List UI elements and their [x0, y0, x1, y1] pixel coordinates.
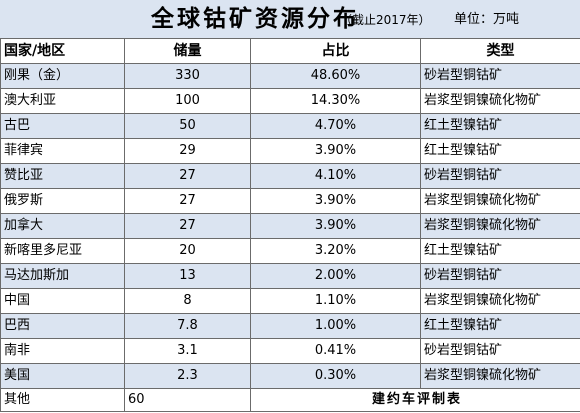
table-row: 菲律宾 29 3.90% 红土型镍钴矿	[0, 138, 580, 164]
cell-type: 岩浆型铜镍硫化物矿	[420, 288, 580, 314]
table-row-other: 其他 60 建约车评制表	[0, 388, 580, 412]
table-row: 俄罗斯 27 3.90% 岩浆型铜镍硫化物矿	[0, 188, 580, 214]
table-row: 刚果（金） 330 48.60% 砂岩型铜钴矿	[0, 63, 580, 89]
header-share: 占比	[250, 38, 421, 64]
table-row: 澳大利亚 100 14.30% 岩浆型铜镍硫化物矿	[0, 88, 580, 114]
cell-country: 南非	[0, 338, 125, 364]
credit-label: 建约车评制表	[250, 388, 580, 412]
cell-reserve: 60	[124, 388, 251, 412]
cell-country: 美国	[0, 363, 125, 389]
cell-reserve: 50	[124, 113, 251, 139]
cell-country: 加拿大	[0, 213, 125, 239]
cell-country: 古巴	[0, 113, 125, 139]
cell-share: 3.90%	[250, 138, 421, 164]
cell-type: 红土型镍钴矿	[420, 238, 580, 264]
cell-reserve: 27	[124, 163, 251, 189]
cell-share: 0.30%	[250, 363, 421, 389]
cell-reserve: 13	[124, 263, 251, 289]
header-row: 国家/地区 储量 占比 类型	[0, 38, 580, 64]
header-type: 类型	[420, 38, 580, 64]
cell-type: 岩浆型铜镍硫化物矿	[420, 213, 580, 239]
cell-share: 1.10%	[250, 288, 421, 314]
table-title: 全球钴矿资源分布	[151, 6, 359, 32]
cell-type: 岩浆型铜镍硫化物矿	[420, 88, 580, 114]
cell-country: 马达加斯加	[0, 263, 125, 289]
cell-country: 巴西	[0, 313, 125, 339]
header-country: 国家/地区	[0, 38, 125, 64]
cell-share: 3.90%	[250, 188, 421, 214]
cell-country: 其他	[0, 388, 125, 412]
cell-reserve: 20	[124, 238, 251, 264]
cell-reserve: 100	[124, 88, 251, 114]
cell-share: 4.10%	[250, 163, 421, 189]
cell-country: 俄罗斯	[0, 188, 125, 214]
table-row: 美国 2.3 0.30% 岩浆型铜镍硫化物矿	[0, 363, 580, 389]
cell-share: 14.30%	[250, 88, 421, 114]
cell-share: 0.41%	[250, 338, 421, 364]
cell-reserve: 7.8	[124, 313, 251, 339]
cell-share: 48.60%	[250, 63, 421, 89]
unit-label: 单位：万吨	[454, 12, 520, 27]
cell-country: 赞比亚	[0, 163, 125, 189]
cell-share: 2.00%	[250, 263, 421, 289]
cell-share: 3.90%	[250, 213, 421, 239]
cell-type: 红土型镍钴矿	[420, 138, 580, 164]
table-row: 新喀里多尼亚 20 3.20% 红土型镍钴矿	[0, 238, 580, 264]
table-row: 中国 8 1.10% 岩浆型铜镍硫化物矿	[0, 288, 580, 314]
cell-type: 红土型镍钴矿	[420, 313, 580, 339]
cell-type: 砂岩型铜钴矿	[420, 263, 580, 289]
cell-type: 砂岩型铜钴矿	[420, 63, 580, 89]
cell-type: 岩浆型铜镍硫化物矿	[420, 188, 580, 214]
cobalt-reserves-table: 国家/地区 储量 占比 类型 刚果（金） 330 48.60% 砂岩型铜钴矿 澳…	[0, 38, 580, 412]
cell-country: 菲律宾	[0, 138, 125, 164]
cell-type: 红土型镍钴矿	[420, 113, 580, 139]
cell-reserve: 330	[124, 63, 251, 89]
cell-reserve: 27	[124, 188, 251, 214]
cell-type: 砂岩型铜钴矿	[420, 163, 580, 189]
cell-reserve: 8	[124, 288, 251, 314]
table-subtitle: （截止2017年）	[340, 13, 431, 27]
title-bar: 全球钴矿资源分布 （截止2017年） 单位：万吨	[0, 0, 580, 38]
cell-country: 中国	[0, 288, 125, 314]
cell-share: 4.70%	[250, 113, 421, 139]
table-row: 马达加斯加 13 2.00% 砂岩型铜钴矿	[0, 263, 580, 289]
header-reserve: 储量	[124, 38, 251, 64]
cell-reserve: 29	[124, 138, 251, 164]
cell-reserve: 2.3	[124, 363, 251, 389]
table-row: 巴西 7.8 1.00% 红土型镍钴矿	[0, 313, 580, 339]
cell-country: 澳大利亚	[0, 88, 125, 114]
cell-reserve: 27	[124, 213, 251, 239]
table-row: 古巴 50 4.70% 红土型镍钴矿	[0, 113, 580, 139]
table-row: 南非 3.1 0.41% 砂岩型铜钴矿	[0, 338, 580, 364]
cell-type: 砂岩型铜钴矿	[420, 338, 580, 364]
cell-type: 岩浆型铜镍硫化物矿	[420, 363, 580, 389]
cell-reserve: 3.1	[124, 338, 251, 364]
table-row: 加拿大 27 3.90% 岩浆型铜镍硫化物矿	[0, 213, 580, 239]
cell-country: 刚果（金）	[0, 63, 125, 89]
cell-share: 1.00%	[250, 313, 421, 339]
cell-share: 3.20%	[250, 238, 421, 264]
cell-country: 新喀里多尼亚	[0, 238, 125, 264]
table-row: 赞比亚 27 4.10% 砂岩型铜钴矿	[0, 163, 580, 189]
